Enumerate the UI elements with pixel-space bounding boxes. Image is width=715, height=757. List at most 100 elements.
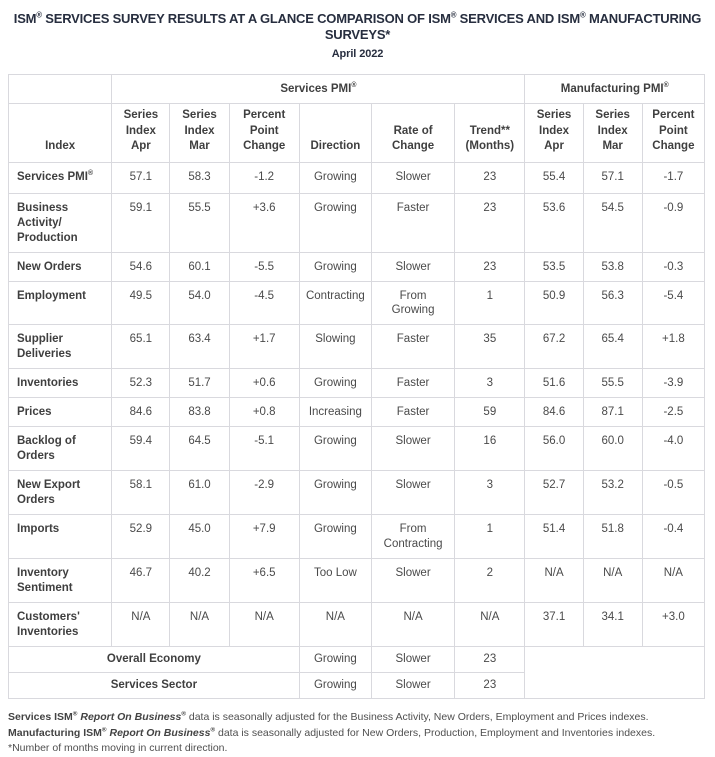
cell-value: 51.6 bbox=[524, 368, 584, 399]
cell-value: 46.7 bbox=[111, 558, 171, 603]
cell-value: -4.0 bbox=[641, 426, 706, 472]
cell-value: -3.9 bbox=[641, 368, 706, 399]
cell-value: Slower bbox=[370, 251, 456, 282]
cell-value: N/A bbox=[524, 558, 584, 603]
column-header-mfg-percent-point-change: Percent Point Change bbox=[641, 103, 706, 163]
column-header-index: Index bbox=[7, 103, 113, 163]
footnote-services-ism: Services ISM® bbox=[8, 710, 78, 723]
cell-value: 1 bbox=[454, 514, 526, 560]
cell-value: Faster bbox=[370, 324, 456, 370]
cell-value: 55.4 bbox=[524, 161, 584, 194]
cell-value: 87.1 bbox=[582, 397, 643, 428]
cell-value: 53.8 bbox=[582, 251, 643, 282]
cell-value: 67.2 bbox=[524, 324, 584, 370]
cell-value: 56.0 bbox=[524, 426, 584, 472]
cell-value: -2.9 bbox=[228, 470, 300, 516]
cell-value: From Contracting bbox=[370, 514, 456, 560]
cell-value: 54.6 bbox=[111, 251, 171, 282]
summary-empty-cell bbox=[524, 645, 705, 699]
row-label: Customers' Inventories bbox=[7, 601, 113, 647]
cell-value: Growing bbox=[298, 426, 372, 472]
cell-value: 23 bbox=[454, 251, 526, 282]
cell-value: N/A bbox=[111, 601, 171, 647]
cell-value: 65.1 bbox=[111, 324, 171, 370]
cell-value: Growing bbox=[298, 192, 372, 253]
row-label: Supplier Deliveries bbox=[7, 324, 113, 370]
cell-value: 1 bbox=[454, 280, 526, 326]
cell-value: Slowing bbox=[298, 324, 372, 370]
cell-value: 23 bbox=[454, 161, 526, 194]
cell-value: 35 bbox=[454, 324, 526, 370]
cell-value: Too Low bbox=[298, 558, 372, 603]
results-table: Services PMI® Manufacturing PMI® Index S… bbox=[7, 74, 706, 699]
cell-value: 55.5 bbox=[582, 368, 643, 399]
summary-row-overall-economy: Overall Economy Growing Slower 23 bbox=[8, 645, 705, 699]
cell-value: N/A bbox=[169, 601, 230, 647]
cell-value: 84.6 bbox=[524, 397, 584, 428]
cell-value: 49.5 bbox=[111, 280, 171, 326]
cell-value: Faster bbox=[370, 397, 456, 428]
cell-value: Faster bbox=[370, 192, 456, 253]
cell-value: -0.4 bbox=[641, 514, 706, 560]
group-header-row: Services PMI® Manufacturing PMI® bbox=[7, 74, 705, 105]
cell-value: Contracting bbox=[298, 280, 372, 326]
cell-value: 52.7 bbox=[524, 470, 584, 516]
column-header-mfg-series-index-apr: Series Index Apr bbox=[524, 103, 584, 163]
cell-value: -0.5 bbox=[641, 470, 706, 516]
cell-value: 58.1 bbox=[111, 470, 171, 516]
cell-value: N/A bbox=[582, 558, 643, 603]
row-label: Imports bbox=[7, 514, 113, 560]
corner-cell bbox=[7, 74, 113, 105]
cell-value: N/A bbox=[641, 558, 706, 603]
column-header-direction: Direction bbox=[298, 103, 372, 163]
column-header-mfg-series-index-mar: Series Index Mar bbox=[582, 103, 643, 163]
table-row-new-orders: New Orders 54.6 60.1 -5.5 Growing Slower… bbox=[7, 251, 706, 282]
cell-value: Slower bbox=[370, 645, 456, 673]
row-label: Backlog of Orders bbox=[7, 426, 113, 472]
cell-value: 58.3 bbox=[169, 161, 230, 194]
column-header-series-index-mar: Series Index Mar bbox=[169, 103, 230, 163]
cell-value: 53.6 bbox=[524, 192, 584, 253]
cell-value: 23 bbox=[454, 671, 526, 699]
cell-value: 54.5 bbox=[582, 192, 643, 253]
summary-row-label: Overall Economy bbox=[8, 645, 300, 673]
cell-value: 60.1 bbox=[169, 251, 230, 282]
cell-value: 45.0 bbox=[169, 514, 230, 560]
cell-value: 63.4 bbox=[169, 324, 230, 370]
page-subtitle: April 2022 bbox=[331, 48, 384, 61]
cell-value: N/A bbox=[228, 601, 300, 647]
cell-value: 54.0 bbox=[169, 280, 230, 326]
cell-value: -2.5 bbox=[641, 397, 706, 428]
cell-value: N/A bbox=[370, 601, 456, 647]
cell-value: 83.8 bbox=[169, 397, 230, 428]
row-label: Services PMI® bbox=[7, 161, 113, 194]
table-row-backlog-of-orders: Backlog of Orders 59.4 64.5 -5.1 Growing… bbox=[7, 426, 706, 472]
row-label: Prices bbox=[7, 397, 113, 428]
cell-value: +3.6 bbox=[228, 192, 300, 253]
cell-value: +1.7 bbox=[228, 324, 300, 370]
table-row-inventory-sentiment: Inventory Sentiment 46.7 40.2 +6.5 Too L… bbox=[7, 558, 706, 603]
cell-value: -1.2 bbox=[228, 161, 300, 194]
cell-value: Increasing bbox=[298, 397, 372, 428]
cell-value: 56.3 bbox=[582, 280, 643, 326]
cell-value: -1.7 bbox=[641, 161, 706, 194]
summary-row-label: Services Sector bbox=[8, 671, 300, 699]
cell-value: 23 bbox=[454, 645, 526, 673]
cell-value: 40.2 bbox=[169, 558, 230, 603]
table-row-inventories: Inventories 52.3 51.7 +0.6 Growing Faste… bbox=[7, 368, 706, 399]
row-label: New Orders bbox=[7, 251, 113, 282]
column-header-row: Index Series Index Apr Series Index Mar … bbox=[7, 103, 706, 163]
cell-value: -5.1 bbox=[228, 426, 300, 472]
footnote-text-2: data is seasonally adjusted for New Orde… bbox=[215, 726, 656, 739]
cell-value: 3 bbox=[454, 470, 526, 516]
cell-value: Growing bbox=[298, 161, 372, 194]
cell-value: 60.0 bbox=[582, 426, 643, 472]
table-row-new-export-orders: New Export Orders 58.1 61.0 -2.9 Growing… bbox=[7, 470, 706, 516]
cell-value: Growing bbox=[298, 251, 372, 282]
column-header-trend-months: Trend** (Months) bbox=[454, 103, 526, 163]
cell-value: 84.6 bbox=[111, 397, 171, 428]
cell-value: 52.3 bbox=[111, 368, 171, 399]
cell-value: 55.5 bbox=[169, 192, 230, 253]
cell-value: Growing bbox=[298, 645, 372, 673]
row-label: Inventories bbox=[7, 368, 113, 399]
